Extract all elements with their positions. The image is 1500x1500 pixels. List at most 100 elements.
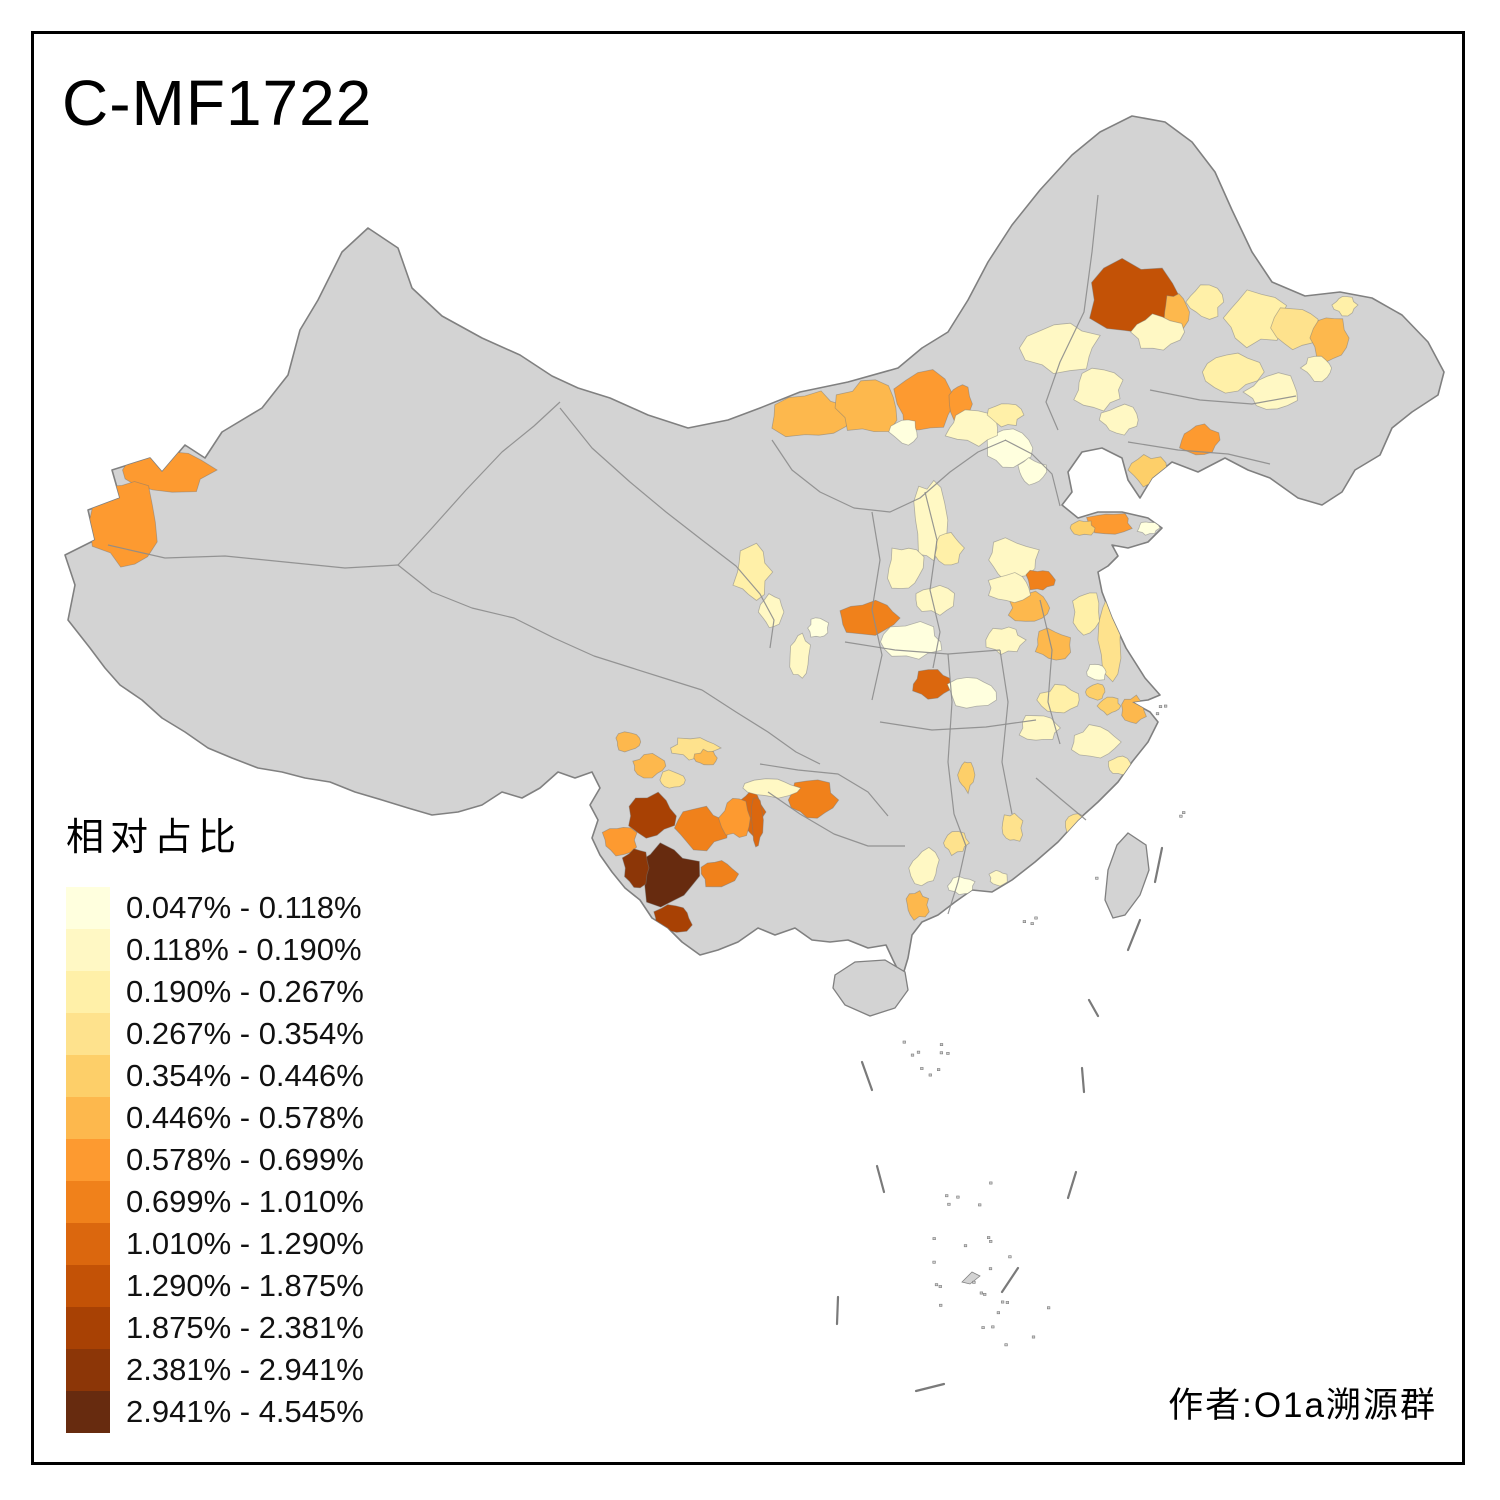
- legend-swatch: [66, 1013, 110, 1055]
- map-region[interactable]: [1072, 592, 1100, 636]
- legend-row: 0.118% - 0.190%: [66, 929, 364, 971]
- map-region[interactable]: [1331, 295, 1359, 317]
- map-region[interactable]: [1299, 355, 1333, 383]
- map-region[interactable]: [888, 419, 918, 446]
- island-dot: [996, 1311, 1000, 1315]
- map-region[interactable]: [700, 860, 740, 888]
- map-region[interactable]: [908, 846, 940, 887]
- map-region[interactable]: [693, 748, 718, 766]
- legend-label: 0.578% - 0.699%: [126, 1142, 364, 1177]
- legend-label: 0.354% - 0.446%: [126, 1058, 364, 1093]
- map-region[interactable]: [934, 532, 965, 566]
- map-region[interactable]: [615, 731, 642, 753]
- map-region[interactable]: [985, 626, 1027, 656]
- map-region[interactable]: [601, 826, 638, 857]
- sea-boundary-dash: [1087, 998, 1100, 1018]
- map-region[interactable]: [988, 537, 1040, 583]
- map-region[interactable]: [957, 761, 976, 795]
- map-region[interactable]: [915, 584, 955, 616]
- map-region[interactable]: [986, 403, 1025, 428]
- island-dot: [1031, 1335, 1036, 1339]
- map-region[interactable]: [839, 599, 901, 636]
- map-region[interactable]: [893, 369, 955, 431]
- map-region[interactable]: [987, 572, 1032, 604]
- province-boundary: [879, 719, 1037, 731]
- sea-boundary-dash: [860, 1060, 874, 1092]
- map-region[interactable]: [787, 779, 840, 819]
- map-region[interactable]: [1201, 352, 1265, 394]
- map-region[interactable]: [1069, 520, 1096, 536]
- map-region[interactable]: [1086, 663, 1107, 681]
- map-region[interactable]: [1136, 521, 1161, 536]
- map-region[interactable]: [771, 390, 851, 438]
- region-layer: [88, 257, 1359, 933]
- map-region[interactable]: [944, 409, 998, 447]
- province-boundary: [871, 511, 883, 701]
- map-region[interactable]: [122, 449, 218, 493]
- map-region[interactable]: [1130, 313, 1186, 351]
- map-region[interactable]: [718, 797, 751, 838]
- island-dot: [934, 1283, 939, 1287]
- legend-swatch: [66, 971, 110, 1013]
- map-region[interactable]: [1270, 307, 1323, 351]
- map-region[interactable]: [632, 752, 667, 779]
- island-dot: [916, 1050, 921, 1054]
- map-region[interactable]: [1222, 289, 1288, 349]
- map-region[interactable]: [988, 869, 1008, 887]
- province-boundary: [701, 689, 821, 765]
- island-dot: [989, 1181, 993, 1185]
- island-dot: [920, 1067, 924, 1070]
- map-region[interactable]: [1036, 683, 1080, 714]
- island-dot: [945, 1194, 949, 1198]
- map-region[interactable]: [1309, 317, 1350, 363]
- island-dot: [902, 1040, 906, 1044]
- map-region[interactable]: [789, 632, 811, 679]
- legend-swatch: [66, 1391, 110, 1433]
- map-region[interactable]: [1001, 812, 1024, 842]
- taiwan-island: [1104, 832, 1150, 919]
- map-region[interactable]: [1017, 457, 1048, 486]
- map-region[interactable]: [807, 617, 830, 638]
- map-region[interactable]: [742, 778, 802, 799]
- island-dot: [1034, 916, 1038, 920]
- map-region[interactable]: [834, 379, 898, 433]
- island-dot: [1164, 704, 1168, 708]
- map-region[interactable]: [1098, 403, 1139, 436]
- map-region[interactable]: [1018, 715, 1061, 741]
- legend-rows: 0.047% - 0.118% 0.118% - 0.190% 0.190% - 0…: [66, 887, 364, 1433]
- map-region[interactable]: [905, 890, 930, 921]
- map-region[interactable]: [1096, 696, 1122, 716]
- province-boundary: [947, 653, 955, 815]
- map-region[interactable]: [1085, 683, 1106, 701]
- map-region[interactable]: [1034, 627, 1072, 661]
- legend-swatch: [66, 887, 110, 929]
- map-region[interactable]: [1025, 569, 1056, 591]
- legend-label: 1.875% - 2.381%: [126, 1310, 364, 1345]
- page-title: C-MF1722: [62, 67, 373, 139]
- map-region[interactable]: [621, 848, 650, 889]
- map-region[interactable]: [750, 797, 764, 848]
- island-dot: [939, 1051, 943, 1055]
- sea-boundary-dash: [1126, 918, 1142, 952]
- legend-row: 0.267% - 0.354%: [66, 1013, 364, 1055]
- legend-swatch: [66, 1097, 110, 1139]
- map-region[interactable]: [1242, 372, 1298, 410]
- map-region[interactable]: [674, 805, 729, 852]
- legend-row: 1.875% - 2.381%: [66, 1307, 364, 1349]
- map-region[interactable]: [628, 791, 677, 839]
- legend-row: 1.010% - 1.290%: [66, 1223, 364, 1265]
- legend-swatch: [66, 1181, 110, 1223]
- legend-swatch: [66, 1265, 110, 1307]
- legend-row: 2.381% - 2.941%: [66, 1349, 364, 1391]
- map-region[interactable]: [659, 769, 686, 789]
- map-region[interactable]: [887, 547, 925, 589]
- map-region[interactable]: [1185, 284, 1225, 320]
- legend-swatch: [66, 1139, 110, 1181]
- island-dot: [989, 1240, 993, 1243]
- map-region[interactable]: [1070, 724, 1122, 759]
- map-region[interactable]: [1073, 367, 1124, 412]
- map-region[interactable]: [912, 669, 951, 700]
- map-region[interactable]: [1018, 322, 1101, 375]
